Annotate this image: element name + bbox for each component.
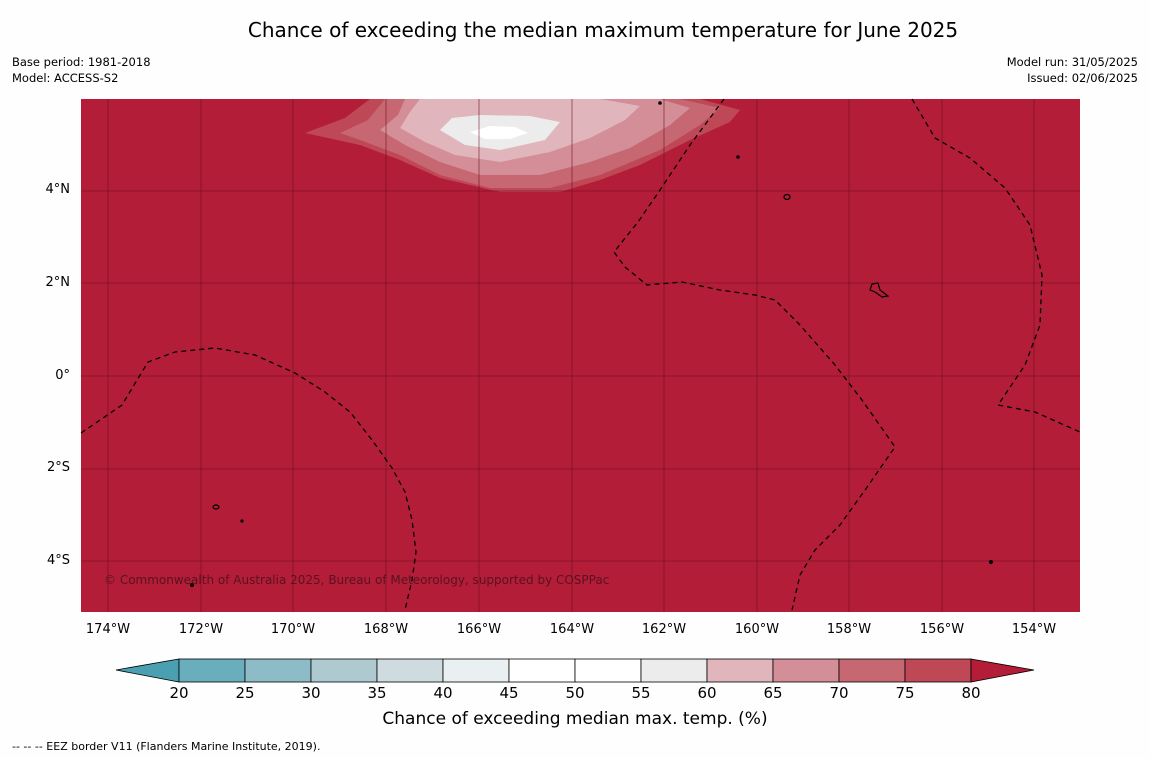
colorbar-seg-30-35 [310, 658, 378, 683]
meta-left: Base period: 1981-2018 Model: ACCESS-S2 [12, 54, 151, 86]
colorbar-tick-60: 60 [697, 684, 717, 702]
colorbar-seg-20-25 [178, 658, 246, 683]
map-title: Chance of exceeding the median maximum t… [247, 18, 959, 42]
island-5 [736, 155, 740, 159]
island-2 [869, 282, 890, 298]
lat-label-4n: 4°N [45, 182, 71, 197]
eez-border-east [911, 98, 1081, 433]
lon-label-170w: 170°W [270, 622, 316, 637]
eez-border-west [80, 347, 417, 611]
island-4 [189, 582, 195, 588]
model-name: Model: ACCESS-S2 [12, 71, 119, 85]
lat-label-2s: 2°S [46, 460, 70, 475]
island-8 [240, 519, 244, 523]
eez-borders [80, 98, 1081, 611]
colorbar-tick-45: 45 [499, 684, 519, 702]
lon-label-154w: 154°W [1011, 622, 1057, 637]
colorbar-tick-70: 70 [829, 684, 849, 702]
colorbar-tick-55: 55 [631, 684, 651, 702]
colorbar-seg-40-45 [442, 658, 510, 683]
colorbar [115, 658, 1035, 683]
lon-label-156w: 156°W [919, 622, 965, 637]
colorbar-seg-35-40 [376, 658, 444, 683]
copyright-note: © Commonwealth of Australia 2025, Bureau… [104, 573, 609, 587]
colorbar-seg-45-50 [508, 658, 576, 683]
lon-label-162w: 162°W [641, 622, 687, 637]
colorbar-tick-30: 30 [301, 684, 321, 702]
colorbar-tick-75: 75 [895, 684, 915, 702]
island-6 [988, 559, 994, 565]
colorbar-tick-40: 40 [433, 684, 453, 702]
island-1 [783, 193, 791, 201]
lon-label-164w: 164°W [549, 622, 595, 637]
lon-label-174w: 174°W [85, 622, 131, 637]
colorbar-tick-65: 65 [763, 684, 783, 702]
issued-date: Issued: 02/06/2025 [1027, 71, 1138, 85]
base-period: Base period: 1981-2018 [12, 55, 151, 69]
colorbar-seg-50-55 [574, 658, 642, 683]
lat-label-2n: 2°N [45, 275, 71, 290]
lon-label-172w: 172°W [178, 622, 224, 637]
lat-label-4s: 4°S [46, 553, 70, 568]
colorbar-seg-75-80 [904, 658, 972, 683]
lat-label-0: 0° [55, 368, 70, 383]
colorbar-tick-80: 80 [961, 684, 981, 702]
map-panel: © Commonwealth of Australia 2025, Bureau… [80, 98, 1081, 612]
colorbar-label: Chance of exceeding median max. temp. (%… [382, 709, 768, 729]
colorbar-high-arrow [970, 658, 1035, 683]
colorbar-tick-20: 20 [169, 684, 189, 702]
eez-border-central [613, 98, 896, 611]
colorbar-seg-60-65 [706, 658, 774, 683]
colorbar-seg-25-30 [244, 658, 312, 683]
lon-label-166w: 166°W [456, 622, 502, 637]
lon-label-168w: 168°W [363, 622, 409, 637]
model-run: Model run: 31/05/2025 [1006, 55, 1138, 69]
gridlines [81, 99, 1080, 612]
lon-label-158w: 158°W [826, 622, 872, 637]
colorbar-seg-55-60 [640, 658, 708, 683]
colorbar-seg-65-70 [772, 658, 840, 683]
island-7 [658, 101, 662, 105]
colorbar-tick-35: 35 [367, 684, 387, 702]
colorbar-seg-70-75 [838, 658, 906, 683]
colorbar-low-arrow [115, 658, 180, 683]
lon-label-160w: 160°W [734, 622, 780, 637]
contour-45-50 [470, 126, 528, 139]
colorbar-tick-50: 50 [565, 684, 585, 702]
meta-right: Model run: 31/05/2025 Issued: 02/06/2025 [1007, 54, 1138, 86]
colorbar-tick-25: 25 [235, 684, 255, 702]
eez-footnote: -- -- -- EEZ border V11 (Flanders Marine… [12, 740, 321, 753]
islands [189, 101, 994, 588]
island-3 [212, 504, 220, 510]
